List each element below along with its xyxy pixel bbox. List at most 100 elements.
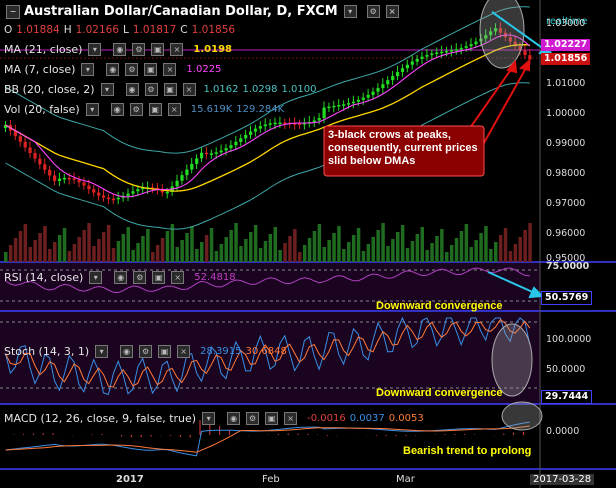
close-icon[interactable]: ×: [284, 412, 298, 425]
settings-icon[interactable]: ⚙: [139, 345, 153, 358]
duplicate-icon[interactable]: ▣: [152, 271, 166, 284]
volume-bar: [244, 239, 248, 262]
candle-body: [278, 122, 282, 125]
candle-body: [97, 192, 101, 196]
indicator-row-ma21[interactable]: MA (21, close) ▾ ◉ ⚙ ▣ × 1.0198: [4, 43, 232, 56]
volume-bar: [209, 228, 214, 262]
chevron-down-icon[interactable]: ▾: [100, 83, 114, 96]
candle-body: [494, 28, 498, 32]
visibility-icon[interactable]: ◉: [125, 83, 139, 96]
volume-bar: [302, 245, 307, 262]
volume-bar: [464, 224, 469, 262]
settings-icon[interactable]: ⚙: [133, 271, 147, 284]
price-axis-label: 0.98000: [546, 168, 586, 179]
callout-arrow-head-1: [506, 59, 518, 74]
candle-body: [425, 54, 429, 57]
close-value: 1.01856: [191, 24, 236, 36]
candle-body: [410, 61, 414, 65]
price-axis-label: 1.01000: [546, 78, 586, 89]
close-icon[interactable]: ×: [167, 103, 181, 116]
callout-text: 3-black crows at peaks, consequently, cu…: [328, 129, 478, 167]
chevron-down-icon[interactable]: ▾: [81, 63, 95, 76]
indicator-row-ma7[interactable]: MA (7, close) ▾ ◉ ⚙ ▣ × 1.0225: [4, 63, 221, 76]
macd-highlight: [501, 401, 543, 431]
chevron-down-icon[interactable]: ▾: [95, 345, 109, 358]
candle-body: [332, 105, 336, 108]
settings-icon[interactable]: ⚙: [246, 412, 260, 425]
chevron-down-icon[interactable]: ▾: [88, 43, 102, 56]
candle-body: [116, 197, 120, 200]
settings-icon[interactable]: ⚙: [129, 103, 143, 116]
chevron-down-icon[interactable]: ▾: [89, 271, 103, 284]
vol-label[interactable]: Vol (20, false): [4, 103, 80, 116]
chevron-down-icon[interactable]: ▾: [343, 5, 357, 18]
settings-icon[interactable]: ⚙: [132, 43, 146, 56]
macd-label[interactable]: MACD (12, 26, close, 9, false, true): [4, 412, 197, 425]
ma7-label[interactable]: MA (7, close): [4, 63, 76, 76]
duplicate-icon[interactable]: ▣: [265, 412, 279, 425]
price-axis-label: 0.96000: [546, 228, 586, 239]
vol-ma-value: 129.284K: [236, 104, 285, 115]
macd-header[interactable]: MACD (12, 26, close, 9, false, true) ▾ ◉…: [4, 412, 424, 425]
candle-body: [454, 49, 458, 51]
duplicate-icon[interactable]: ▣: [144, 63, 158, 76]
visibility-icon[interactable]: ◉: [120, 345, 134, 358]
candle-body: [469, 44, 473, 47]
indicator-row-vol[interactable]: Vol (20, false) ▾ ◉ ⚙ ▣ × 15.619K 129.28…: [4, 103, 284, 116]
candle-body: [405, 64, 409, 69]
volume-bar: [435, 236, 439, 262]
volume-bar: [72, 244, 77, 262]
candle-body: [351, 101, 356, 104]
candle-body: [204, 152, 209, 155]
ma21-label[interactable]: MA (21, close): [4, 43, 83, 56]
bb-lower: [5, 82, 530, 230]
collapse-icon[interactable]: −: [6, 4, 20, 19]
settings-icon[interactable]: ⚙: [144, 83, 158, 96]
candle-body: [82, 182, 86, 186]
visibility-icon[interactable]: ◉: [114, 271, 128, 284]
rsi-axis-label: 75.0000: [546, 261, 590, 272]
close-icon[interactable]: ×: [385, 5, 399, 18]
volume-bar: [131, 250, 135, 262]
duplicate-icon[interactable]: ▣: [148, 103, 162, 116]
volume-bar: [175, 247, 179, 262]
candle-body: [293, 123, 297, 125]
volume-bar: [454, 238, 459, 262]
volume-bar: [273, 227, 277, 262]
visibility-icon[interactable]: ◉: [227, 412, 241, 425]
chevron-down-icon[interactable]: ▾: [85, 103, 99, 116]
stoch-header[interactable]: Stoch (14, 3, 1) ▾ ◉ ⚙ ▣ × 28.3915 30.68…: [4, 345, 287, 358]
close-icon[interactable]: ×: [163, 63, 177, 76]
duplicate-icon[interactable]: ▣: [163, 83, 177, 96]
volume-bar: [420, 227, 424, 262]
stoch-label[interactable]: Stoch (14, 3, 1): [4, 345, 90, 358]
settings-icon[interactable]: ⚙: [366, 5, 380, 18]
indicator-row-bb[interactable]: BB (20, close, 2) ▾ ◉ ⚙ ▣ × 1.0162 1.029…: [4, 83, 317, 96]
candle-body: [366, 94, 370, 98]
visibility-icon[interactable]: ◉: [113, 43, 127, 56]
settings-icon[interactable]: ⚙: [125, 63, 139, 76]
x-axis-label: Mar: [396, 474, 415, 485]
chevron-down-icon[interactable]: ▾: [202, 412, 216, 425]
rsi-label[interactable]: RSI (14, close): [4, 271, 84, 284]
price-arrow: [491, 11, 549, 53]
low-value: 1.01817: [132, 24, 177, 36]
visibility-icon[interactable]: ◉: [110, 103, 124, 116]
candle-body: [131, 191, 135, 194]
close-icon[interactable]: ×: [177, 345, 191, 358]
volume-bar: [38, 233, 42, 262]
volume-bar: [396, 232, 400, 262]
close-icon[interactable]: ×: [182, 83, 196, 96]
peak-highlight: [479, 0, 525, 69]
rsi-arrow-head: [528, 286, 545, 299]
candle-body: [400, 68, 405, 73]
duplicate-icon[interactable]: ▣: [158, 345, 172, 358]
duplicate-icon[interactable]: ▣: [151, 43, 165, 56]
candle-body: [298, 123, 302, 125]
close-icon[interactable]: ×: [171, 271, 185, 284]
rsi-header[interactable]: RSI (14, close) ▾ ◉ ⚙ ▣ × 52.4818: [4, 271, 236, 284]
close-icon[interactable]: ×: [170, 43, 184, 56]
visibility-icon[interactable]: ◉: [106, 63, 120, 76]
bb-label[interactable]: BB (20, close, 2): [4, 83, 95, 96]
vol-value: 15.619K: [190, 104, 233, 115]
